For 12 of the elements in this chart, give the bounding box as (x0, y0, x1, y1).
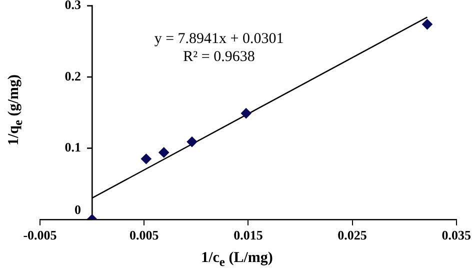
x-tick-label: -0.005 (23, 228, 58, 243)
x-tick-label: 0.035 (442, 228, 472, 243)
x-tick-label: 0.005 (129, 228, 160, 243)
y-tick-label: 0.2 (64, 68, 82, 84)
y-tick-label: 0.3 (64, 0, 82, 12)
annotation: R² = 0.9638 (183, 48, 255, 65)
x-axis-title: 1/c$_{e}$ (L/mg) (200, 250, 274, 270)
y-tick-label: 0 (74, 202, 82, 217)
y-tick-label: 0.1 (64, 140, 82, 155)
annotation: y = 7.8941x + 0.0301 (154, 30, 284, 47)
x-tick-label: 0.025 (338, 228, 368, 243)
x-tick-label: 0.015 (234, 228, 264, 243)
